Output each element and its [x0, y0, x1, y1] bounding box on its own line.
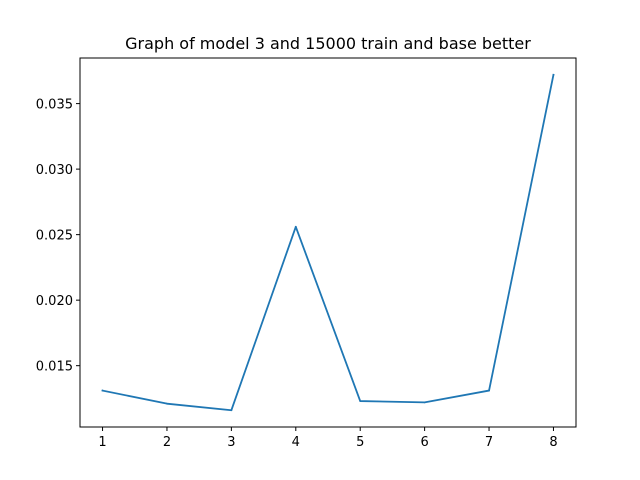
- data-point-7: [488, 389, 490, 392]
- data-point-8: [552, 73, 555, 76]
- plot-area: 1 2 3 4 5 6 7 8 0.015 0.020 0.025 0.030 0.035: [36, 57, 577, 450]
- y-tick-label: 0.035: [36, 98, 73, 113]
- series-line-1: [101, 73, 555, 412]
- x-tick-label: 1: [98, 435, 106, 450]
- y-tick-label: 0.025: [36, 229, 73, 244]
- data-point-4: [294, 225, 297, 228]
- data-point-3: [230, 409, 233, 412]
- x-tick-label: 3: [227, 435, 235, 450]
- chart-title: Graph of model 3 and 15000 train and bas…: [125, 34, 531, 53]
- data-point-6: [423, 401, 426, 404]
- y-tick-label: 0.020: [36, 294, 73, 309]
- axes-frame: [79, 57, 577, 428]
- y-tick-label: 0.015: [36, 360, 73, 375]
- x-tick-label: 2: [163, 435, 171, 450]
- y-tick-label: 0.030: [36, 163, 73, 178]
- x-tick-label: 5: [356, 435, 364, 450]
- x-tick-label: 6: [420, 435, 428, 450]
- data-point-1: [101, 389, 104, 392]
- x-tick-label: 8: [549, 435, 557, 450]
- data-point-2: [166, 402, 168, 405]
- x-tick-label: 7: [485, 435, 493, 450]
- x-tick-label: 4: [292, 435, 300, 450]
- data-point-5: [359, 400, 362, 402]
